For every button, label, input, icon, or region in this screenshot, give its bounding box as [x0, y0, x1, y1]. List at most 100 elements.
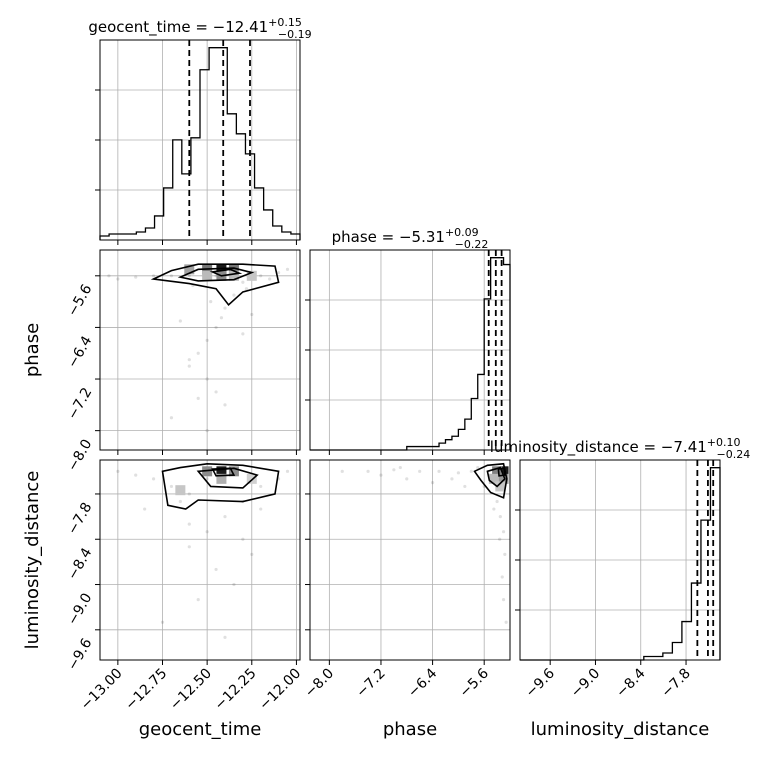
density-cell [175, 485, 186, 496]
density-cell [498, 466, 509, 477]
sample-point [379, 473, 383, 477]
density-cell [216, 473, 227, 484]
sample-point [456, 471, 460, 475]
sample-point [232, 582, 236, 587]
sample-point [268, 277, 272, 281]
sample-point [469, 469, 473, 473]
density-cell [498, 473, 509, 484]
sample-point [169, 416, 174, 420]
sample-point [340, 469, 344, 473]
title-luminosity-distance: luminosity_distance = −7.41+0.10 −0.24 [490, 436, 750, 461]
contour-level-1 [486, 466, 506, 488]
sample-point [392, 468, 396, 472]
sample-point [169, 274, 174, 278]
sample-point [196, 351, 200, 355]
xlabel-geocent-time: geocent_time [139, 719, 262, 740]
density-cell [246, 270, 257, 281]
title-geocent-time: geocent_time = −12.41+0.15 −0.19 [88, 16, 311, 41]
density-cell [202, 270, 213, 281]
sample-point [196, 598, 200, 602]
contour-level-2 [211, 467, 236, 477]
sample-point [285, 469, 290, 473]
sample-point [492, 507, 496, 511]
sample-point [187, 492, 191, 496]
sample-point [116, 277, 120, 281]
sample-point [500, 575, 504, 579]
sample-point [196, 396, 200, 400]
density-cell [228, 264, 239, 275]
sample-point [178, 319, 182, 323]
sample-point [437, 469, 441, 473]
sample-point [187, 358, 191, 362]
sample-point [169, 484, 174, 489]
contour-level-1 [177, 267, 255, 282]
density-cell [184, 264, 195, 275]
sample-point [116, 469, 120, 473]
xlabel-phase: phase [383, 719, 437, 740]
sample-point [418, 469, 422, 473]
contour-level-2 [209, 268, 243, 277]
sample-point [250, 312, 254, 317]
sample-point [134, 275, 138, 279]
sample-point [503, 552, 507, 556]
sample-point [501, 530, 506, 534]
sample-point [205, 530, 209, 534]
histogram-geocent_time [99, 47, 301, 240]
sample-point [241, 332, 245, 336]
sample-point [134, 473, 138, 477]
sample-point [214, 325, 218, 330]
sample-point [205, 477, 209, 481]
sample-point [495, 499, 499, 504]
sample-point [223, 403, 227, 407]
sample-point [107, 274, 111, 278]
sample-point [450, 477, 454, 481]
panel-luminosity-distance-vs-phase [309, 459, 511, 661]
contour-level-0 [150, 263, 280, 307]
sample-point [276, 270, 281, 275]
sample-point [501, 598, 506, 602]
density-cell [228, 466, 239, 477]
contour-level-0 [161, 462, 280, 510]
sample-point [187, 522, 191, 526]
density-cell [216, 466, 227, 477]
sample-point [232, 293, 236, 297]
sample-point [259, 484, 263, 489]
sample-point [214, 390, 218, 394]
sample-point [250, 552, 254, 556]
sample-point [209, 300, 213, 304]
sample-point [205, 429, 209, 433]
panel-hist-phase [305, 249, 511, 451]
ylabel-phase: phase [22, 323, 43, 377]
sample-point [187, 364, 191, 368]
sample-point [476, 465, 480, 470]
panel-luminosity-distance-vs-geocent-time [99, 459, 301, 661]
sample-point [405, 477, 409, 481]
density-cell [488, 473, 499, 484]
sample-point [241, 537, 245, 541]
sample-point [398, 465, 402, 470]
sample-point [463, 484, 467, 489]
sample-point [187, 545, 191, 549]
sample-point [241, 280, 245, 284]
sample-point [205, 338, 209, 342]
sample-point [151, 274, 156, 278]
sample-point [187, 274, 191, 278]
contour-level-2 [497, 467, 506, 477]
density-cell [216, 264, 227, 275]
density-cell [495, 481, 506, 492]
sample-point [504, 620, 508, 624]
sample-point [219, 316, 224, 320]
density-cell [492, 466, 503, 477]
sample-point [259, 507, 263, 511]
sample-point [151, 477, 156, 481]
sample-point [244, 287, 249, 291]
sample-point [160, 620, 165, 624]
sample-point [143, 507, 147, 511]
sample-point [223, 306, 227, 310]
title-phase: phase = −5.31+0.09 −0.22 [332, 226, 489, 251]
contour-level-0 [473, 462, 508, 499]
sample-point [498, 537, 502, 541]
sample-point [205, 377, 209, 381]
sample-point [223, 635, 227, 639]
